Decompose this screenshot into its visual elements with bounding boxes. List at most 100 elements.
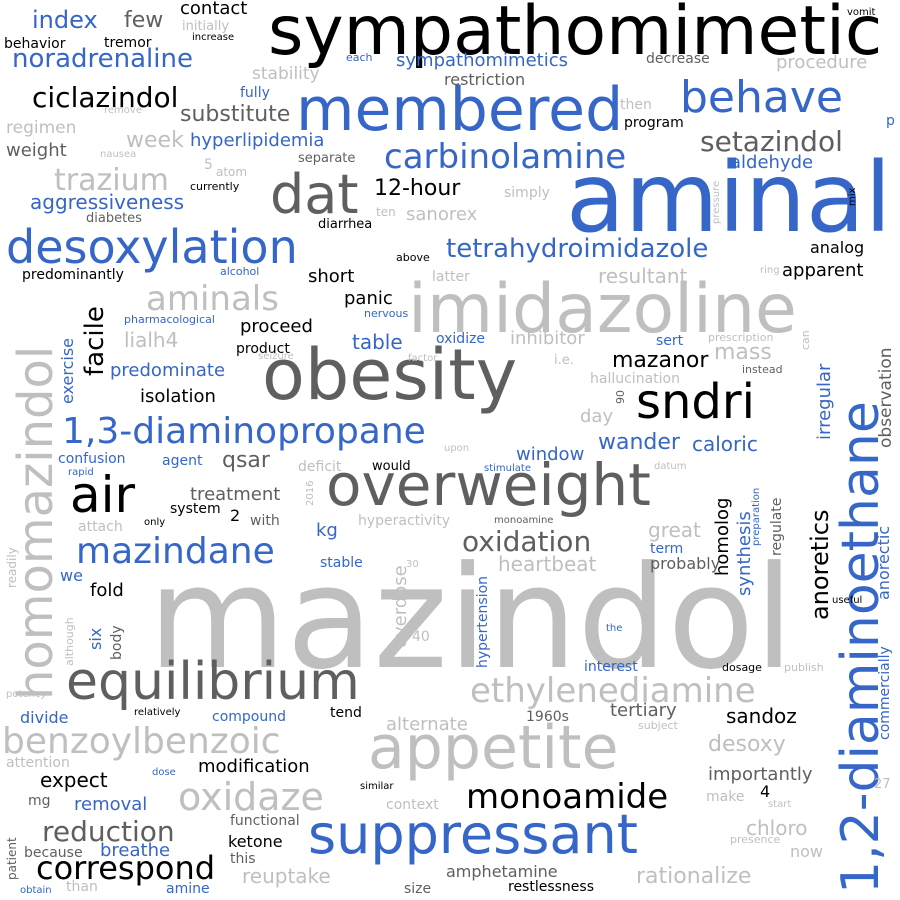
word: hyperlipidemia xyxy=(190,130,325,151)
word: sympathomimetic xyxy=(268,0,883,71)
word: heartbeat xyxy=(498,552,597,576)
word: kg xyxy=(316,520,338,541)
word: attention xyxy=(6,755,70,771)
word: regimen xyxy=(6,118,77,138)
word: context xyxy=(386,797,439,813)
word: preparation xyxy=(751,487,762,546)
word: datum xyxy=(654,461,687,472)
word: separate xyxy=(298,151,356,166)
word: sert xyxy=(656,333,684,349)
word: tetrahydroimidazole xyxy=(446,234,709,264)
word: 5 xyxy=(204,157,213,173)
word: noradrenaline xyxy=(12,44,193,74)
word: desoxy xyxy=(708,732,786,757)
word: irregular xyxy=(814,363,835,440)
word: ketone xyxy=(228,832,283,851)
word: behave xyxy=(680,72,843,123)
word: mazindane xyxy=(76,531,275,572)
word: remove xyxy=(104,105,142,116)
word: oxidaze xyxy=(178,775,324,819)
word: equilibrium xyxy=(66,652,360,712)
word: tremor xyxy=(104,35,152,51)
word: deficit xyxy=(298,459,342,475)
word: oxidation xyxy=(462,525,592,558)
word: with xyxy=(250,513,280,529)
word: fully xyxy=(240,85,270,101)
word: prescription xyxy=(708,331,774,344)
word: chloro xyxy=(746,816,808,840)
word: analog xyxy=(810,238,865,257)
word: sndri xyxy=(636,374,755,430)
word: great xyxy=(648,518,701,542)
word: table xyxy=(352,330,403,354)
word: 12-hour xyxy=(374,176,461,201)
word: modification xyxy=(198,756,310,777)
word: the xyxy=(606,623,623,634)
word: hypertension xyxy=(475,575,491,668)
word: 2 xyxy=(230,506,241,525)
word: fold xyxy=(90,580,124,601)
word: term xyxy=(650,541,684,557)
word: proceed xyxy=(240,316,313,337)
word: hallucination xyxy=(590,371,680,387)
word: panic xyxy=(344,288,393,309)
word: imidazoline xyxy=(408,270,797,349)
word: obtain xyxy=(20,885,52,896)
word: restriction xyxy=(444,70,526,89)
word: rationalize xyxy=(636,864,752,889)
word: 40 xyxy=(412,629,430,645)
word: caloric xyxy=(692,432,758,456)
word: now xyxy=(790,842,824,861)
word: instead xyxy=(742,363,783,376)
word: trazium xyxy=(54,163,169,198)
word: diarrhea xyxy=(318,217,373,232)
word: useful xyxy=(832,595,863,606)
word: inhibitor xyxy=(510,328,585,349)
word: predominate xyxy=(110,360,226,381)
word: oxidize xyxy=(436,331,486,347)
word: 1,3-diaminopropane xyxy=(62,411,426,452)
word: 6 xyxy=(398,21,405,32)
word: contact xyxy=(180,0,248,19)
word: homomazindol xyxy=(8,345,64,700)
word: ciclazindol xyxy=(32,81,179,114)
word: simply xyxy=(504,185,550,201)
word: overdose xyxy=(390,565,411,648)
word: atom xyxy=(216,165,248,179)
word: upon xyxy=(444,443,470,454)
word: divide xyxy=(20,708,69,727)
word: stability xyxy=(252,64,320,84)
word: mazindol xyxy=(148,536,794,701)
word: reduction xyxy=(42,815,175,848)
word: carbinolamine xyxy=(384,137,627,177)
word: initially xyxy=(182,19,230,34)
word: relatively xyxy=(134,707,181,718)
word: resultant xyxy=(598,264,688,288)
word: product xyxy=(236,341,290,357)
word: suppressant xyxy=(308,803,638,866)
word: body xyxy=(109,625,125,660)
word: apparent xyxy=(782,260,864,281)
word: wander xyxy=(598,430,680,455)
word: program xyxy=(624,115,684,131)
word: few xyxy=(124,8,164,33)
word: week xyxy=(126,128,184,153)
word: behavior xyxy=(4,36,66,52)
word: 4 xyxy=(760,782,771,801)
word: similar xyxy=(360,781,394,792)
word: monoamide xyxy=(466,777,669,817)
word: make xyxy=(706,789,745,805)
word: amphetamine xyxy=(446,862,558,881)
word: size xyxy=(404,881,432,897)
word: pharmacological xyxy=(124,313,215,326)
word: removal xyxy=(74,794,148,815)
word: tertiary xyxy=(610,700,677,721)
word: than xyxy=(66,879,98,895)
word: ethylenediamine xyxy=(470,671,756,711)
word: anorectic xyxy=(874,525,893,600)
word: six xyxy=(86,627,105,650)
word: agent xyxy=(162,453,203,469)
word: mix xyxy=(847,187,858,206)
word: regulate xyxy=(769,497,785,556)
